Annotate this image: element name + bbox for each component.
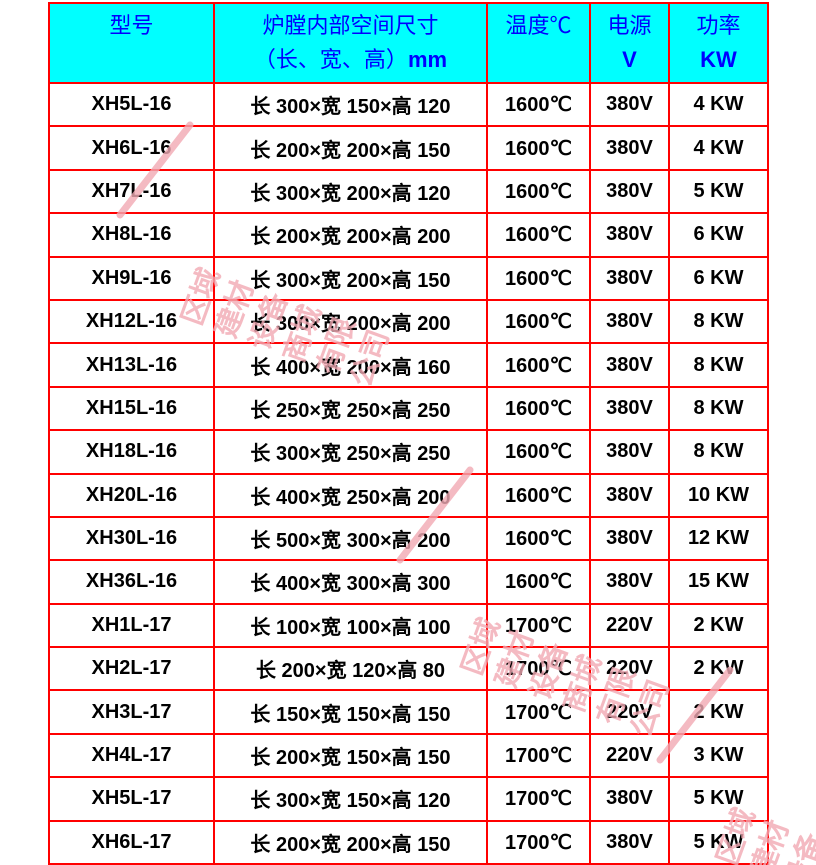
svg-text:设备: 设备 [778,828,816,865]
svg-text:商城: 商城 [812,841,816,865]
